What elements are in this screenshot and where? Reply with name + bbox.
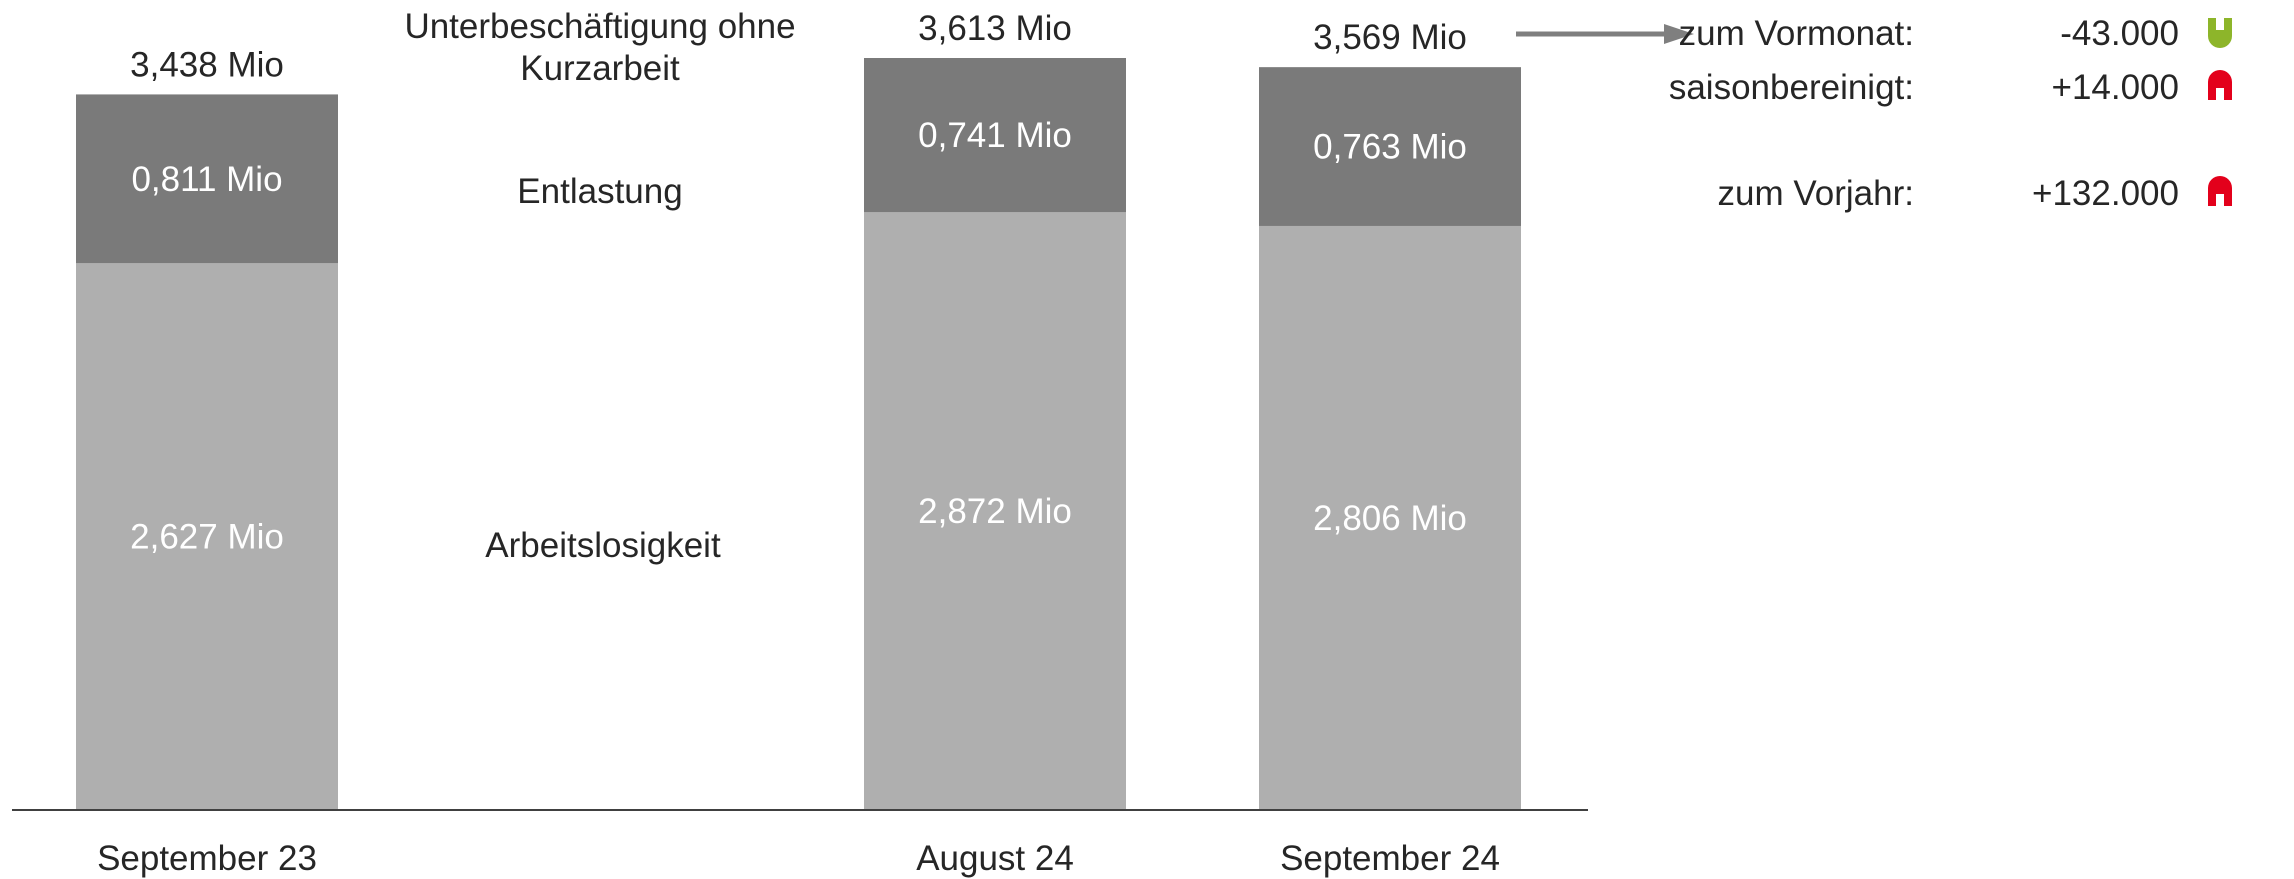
legend-entlastung: Entlastung <box>517 172 682 211</box>
category-label: August 24 <box>916 839 1074 878</box>
total-label: 3,613 Mio <box>918 9 1072 48</box>
bar-segment <box>1259 225 1521 810</box>
data-label: 0,763 Mio <box>1313 128 1467 167</box>
change-label: zum Vorjahr: <box>1717 174 1914 213</box>
legend-total-line2: Kurzarbeit <box>520 49 680 88</box>
change-row-vorjahr: zum Vorjahr: +132.000 <box>1600 174 2294 224</box>
change-value: +132.000 <box>2032 174 2179 213</box>
data-label: 0,741 Mio <box>918 116 1072 155</box>
change-value: -43.000 <box>2060 14 2179 53</box>
stacked-bar-chart: 2,627 Mio 0,811 Mio 3,438 Mio September 23 2… <box>12 7 1588 878</box>
change-label: zum Vormonat: <box>1678 14 1914 53</box>
bar-segment <box>76 94 338 264</box>
total-label: 3,438 Mio <box>130 45 284 84</box>
change-label: saisonbereinigt: <box>1668 68 1914 107</box>
arrow-up-red-icon <box>2208 176 2232 206</box>
legend-arbeitslosigkeit: Arbeitslosigkeit <box>485 526 721 565</box>
legend-total-line1: Unterbeschäftigung ohne <box>404 7 795 46</box>
bar-segment <box>76 263 338 810</box>
category-label: September 24 <box>1280 839 1500 878</box>
arrow-up-red-icon <box>2208 70 2232 100</box>
data-label: 2,627 Mio <box>130 518 284 557</box>
data-label: 0,811 Mio <box>131 160 282 199</box>
pointer-arrow-icon <box>1516 24 1694 44</box>
bars-group: 2,627 Mio 0,811 Mio 3,438 Mio September 23 2… <box>76 9 1521 878</box>
data-label: 2,806 Mio <box>1313 499 1467 538</box>
data-label: 2,872 Mio <box>918 492 1072 531</box>
change-summary: zum Vormonat: -43.000 saisonbereinigt: +… <box>1600 0 2294 260</box>
change-row-saisonbereinigt: saisonbereinigt: +14.000 <box>1600 68 2294 118</box>
bar-segment <box>1259 67 1521 226</box>
change-row-vormonat: zum Vormonat: -43.000 <box>1600 14 2294 64</box>
change-value: +14.000 <box>2051 68 2180 107</box>
category-label: September 23 <box>97 839 317 878</box>
total-label: 3,569 Mio <box>1313 18 1467 57</box>
arrow-down-green-icon <box>2208 18 2232 48</box>
bar-segment <box>864 212 1126 810</box>
bar-segment <box>864 58 1126 213</box>
